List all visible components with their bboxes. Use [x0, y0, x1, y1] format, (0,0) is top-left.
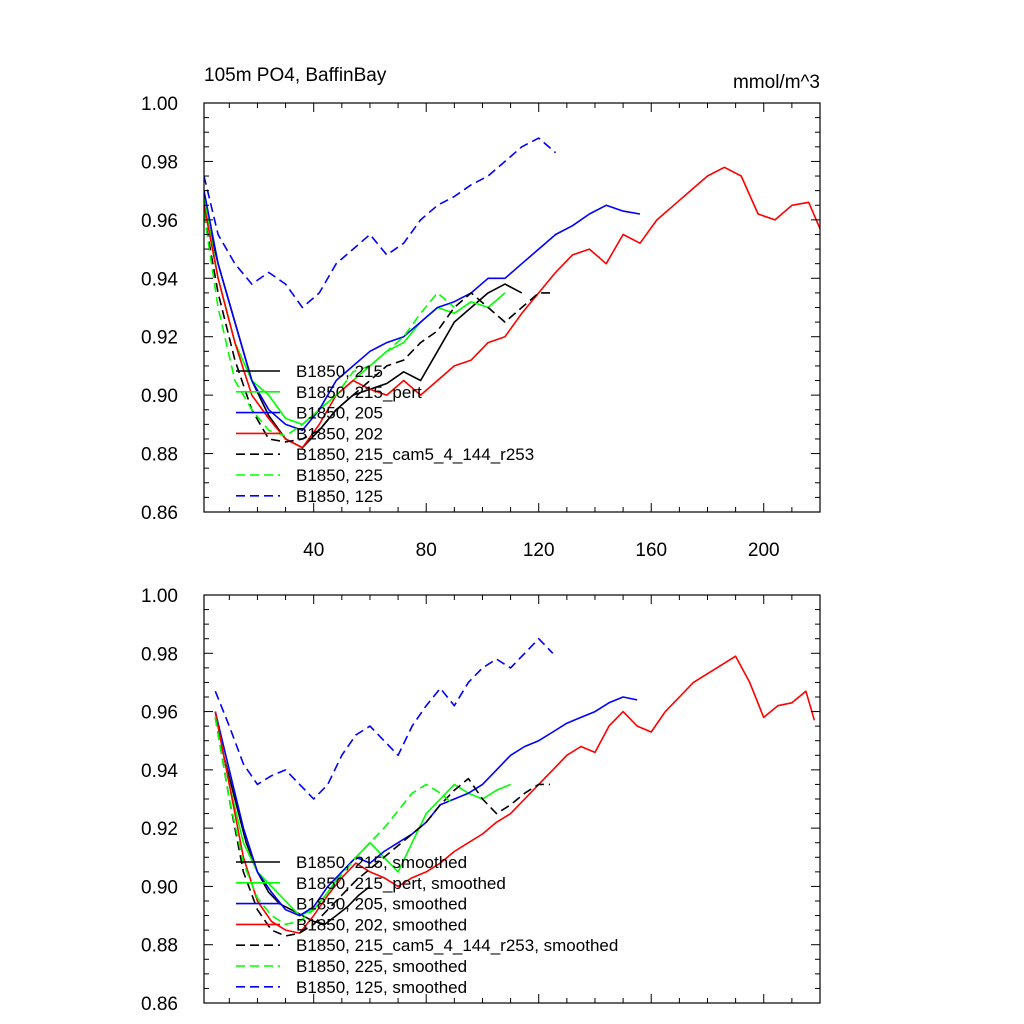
series-line-b1850-215-smoothed [214, 711, 371, 926]
legend-label-b1850-225-smoothed: B1850, 225, smoothed [296, 957, 467, 976]
series-line-b1850-125-smoothed [214, 637, 554, 800]
legend-label-b1850-202: B1850, 202 [296, 424, 383, 443]
series-lines [204, 137, 820, 449]
series-line-b1850-225 [204, 213, 455, 437]
series-line-b1850-205 [204, 190, 641, 432]
y-tick-label-1-00: 1.00 [141, 94, 178, 115]
legend-label-b1850-215-pert-smoothed: B1850, 215_pert, smoothed [296, 874, 506, 893]
x-tick-label-160: 160 [635, 540, 667, 561]
series-line-b1850-202-smoothed [214, 655, 816, 934]
legend-label-b1850-125-smoothed: B1850, 125, smoothed [296, 978, 467, 997]
x-tick-label-120: 120 [523, 540, 555, 561]
x-tick-label-80: 80 [416, 540, 437, 561]
x-tick-label-200: 200 [748, 540, 780, 561]
series-line-b1850-215-cam5-4-144-r253 [204, 213, 550, 443]
legend-label-b1850-215-cam5-4-144-r253-smoothed: B1850, 215_cam5_4_144_r253, smoothed [296, 936, 618, 955]
legend-label-b1850-205-smoothed: B1850, 205, smoothed [296, 895, 467, 914]
y-tick-label-0-90: 0.90 [141, 877, 178, 898]
series-lines [214, 637, 816, 937]
y-tick-label-0-96: 0.96 [141, 211, 178, 232]
y-tick-label-0-88: 0.88 [141, 445, 178, 466]
y-tick-label-0-90: 0.90 [141, 386, 178, 407]
series-line-b1850-202 [204, 166, 820, 449]
y-tick-label-0-86: 0.86 [141, 503, 178, 524]
y-tick-label-0-92: 0.92 [141, 328, 178, 349]
y-tick-label-0-86: 0.86 [141, 994, 178, 1015]
series-line-b1850-215-pert-smoothed [214, 711, 511, 917]
legend-label-b1850-215-smoothed: B1850, 215, smoothed [296, 853, 467, 872]
y-tick-label-0-88: 0.88 [141, 936, 178, 957]
legend: B1850, 215, smoothed B1850, 215_pert, smo… [236, 853, 618, 997]
legend-label-b1850-202-smoothed: B1850, 202, smoothed [296, 915, 467, 934]
y-tick-label-0-96: 0.96 [141, 703, 178, 724]
y-tick-label-0-98: 0.98 [141, 644, 178, 665]
top-chart-panel: 40 80 120 160 200 0.86 0.88 0.90 0.92 0.94 0.96 0.9… [141, 65, 821, 561]
legend-label-b1850-205: B1850, 205 [296, 404, 383, 423]
bottom-chart-panel: 0.86 0.88 0.90 0.92 0.94 0.96 0.98 1.00 B1850, 2… [141, 586, 821, 1015]
series-line-b1850-215-cam5-4-144-r253-smoothed [214, 717, 550, 937]
x-tick-label-40: 40 [303, 540, 324, 561]
y-tick-label-0-94: 0.94 [141, 761, 178, 782]
legend-label-b1850-225: B1850, 225 [296, 466, 383, 485]
series-line-b1850-125 [204, 137, 557, 309]
y-tick-label-0-94: 0.94 [141, 269, 178, 290]
legend-label-b1850-215: B1850, 215 [296, 362, 383, 381]
legend-label-b1850-215-cam5-4-144-r253: B1850, 215_cam5_4_144_r253 [296, 445, 534, 464]
y-tick-label-0-92: 0.92 [141, 819, 178, 840]
series-line-b1850-225-smoothed [214, 717, 455, 926]
legend-label-b1850-125: B1850, 125 [296, 487, 383, 506]
legend-label-b1850-215-pert: B1850, 215_pert [296, 383, 422, 402]
y-tick-label-0-98: 0.98 [141, 152, 178, 173]
chart-title: 105m PO4, BaffinBay [204, 65, 387, 86]
y-tick-label-1-00: 1.00 [141, 586, 178, 607]
units-label: mmol/m^3 [733, 72, 820, 93]
